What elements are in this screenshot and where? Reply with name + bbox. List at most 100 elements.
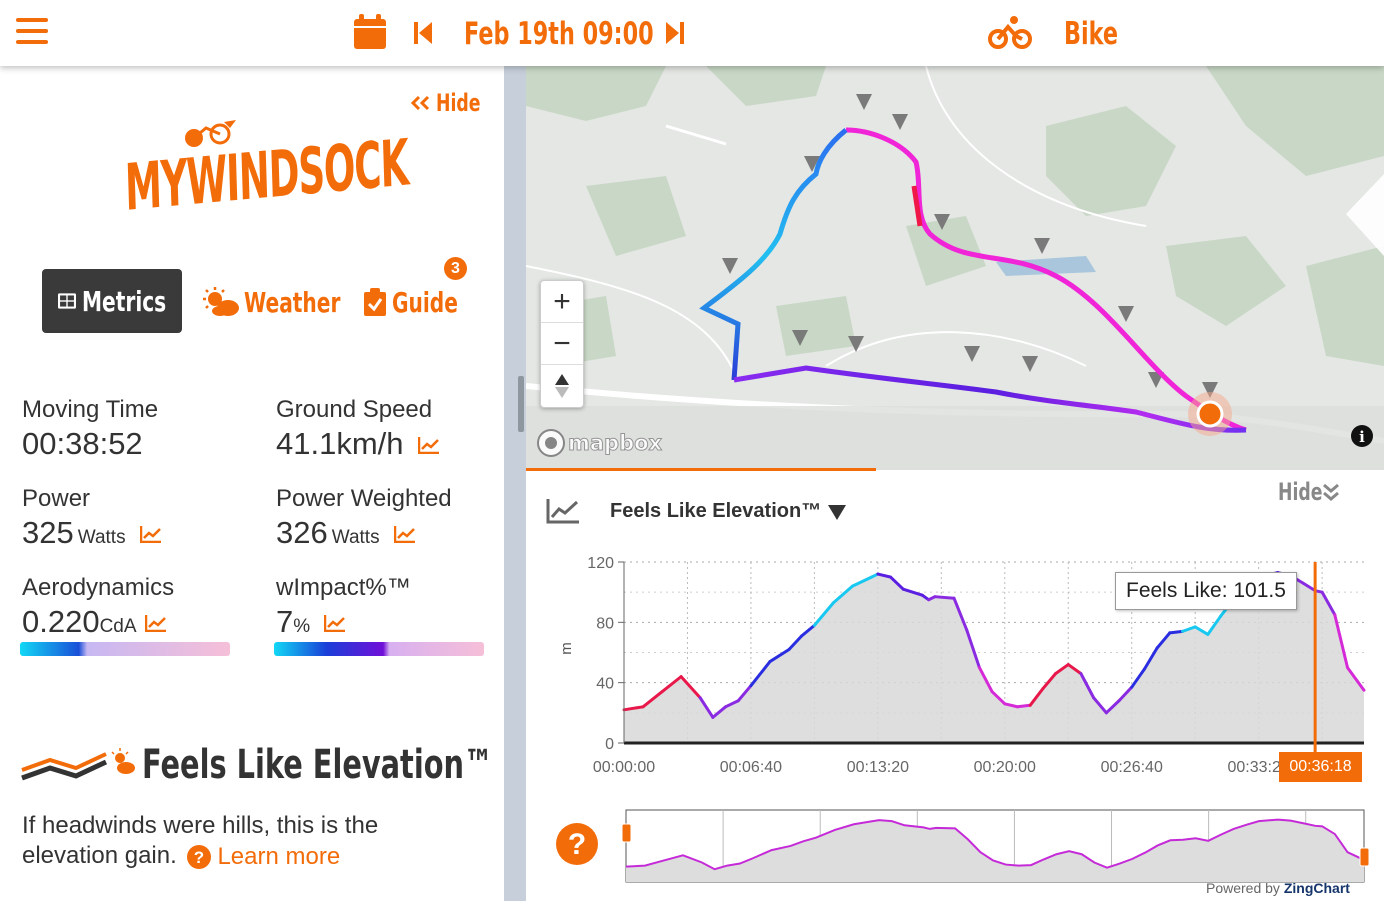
power-unit: Watts	[77, 527, 126, 548]
x-tick-label: 00:20:00	[974, 759, 1036, 776]
elevation-line-segment	[698, 696, 715, 719]
panel-divider[interactable]	[504, 66, 526, 901]
current-position-marker[interactable]	[1196, 400, 1224, 428]
route-line-red	[911, 185, 923, 227]
calendar-icon[interactable]	[354, 14, 386, 50]
double-chevron-down-icon	[1323, 483, 1339, 501]
map-expand-tab[interactable]	[1346, 174, 1384, 256]
power-weighted-unit: Watts	[331, 527, 380, 548]
map-playback-progress	[526, 468, 876, 471]
feature-description-text: If headwinds were hills, this is the ele…	[22, 812, 379, 869]
elevation-chart[interactable]: 0 40 80 120 00:00:00 00:06:40 00:13:20 00:20:00…	[526, 472, 1384, 901]
next-hour-button[interactable]	[664, 22, 684, 44]
learn-more-text: Learn more	[217, 842, 341, 870]
x-tick-label: 00:13:20	[847, 759, 909, 776]
zingchart-brand: ZingChart	[1283, 880, 1350, 896]
zoom-out-button[interactable]: −	[541, 323, 583, 365]
tab-weather[interactable]: Weather	[202, 284, 354, 320]
aerodynamics-chart-icon[interactable]	[144, 604, 167, 640]
powered-by-text: Powered by	[1206, 880, 1280, 896]
compass-button[interactable]	[541, 365, 583, 407]
chart-metric-selector-label: Feels Like Elevation™	[610, 500, 822, 522]
elevation-line-segment	[1193, 625, 1210, 636]
hamburger-menu-icon[interactable]	[16, 16, 48, 46]
ground-speed-chart-icon[interactable]	[417, 426, 440, 462]
chart-tooltip: Feels Like: 101.5	[1115, 572, 1297, 610]
top-bar: Feb 19th 09:00 Bike	[0, 0, 1384, 66]
hide-sidebar-button[interactable]: Hide	[410, 89, 496, 117]
wimpact-unit: %	[293, 616, 311, 637]
mywindsock-logo: MYWINDSOCK	[124, 118, 409, 233]
x-tick-label: 00:33:20	[1228, 759, 1290, 776]
wimpact-label: wImpact%™	[276, 574, 411, 601]
chart-metric-selector[interactable]: Feels Like Elevation™	[610, 500, 847, 523]
mini-elevation-area	[626, 819, 1364, 882]
zoom-in-button[interactable]: +	[541, 281, 583, 323]
elevation-line-segment	[1206, 614, 1223, 636]
feature-title-text: Feels Like Elevation™	[142, 742, 493, 788]
map-woodland	[526, 66, 1384, 366]
zoom-controls: + −	[540, 280, 584, 408]
elevation-line-segment	[1015, 703, 1032, 709]
mapbox-attribution[interactable]: mapbox	[536, 428, 663, 458]
elevation-line-segment	[800, 623, 816, 638]
date-time-text: Feb 19th 09:00	[464, 16, 654, 52]
elevation-line-segment	[1333, 613, 1349, 670]
wimpact-gradient-bar	[274, 642, 484, 656]
elevation-line-segment	[952, 596, 969, 632]
ground-speed-value-text: 41.1km/h	[276, 426, 404, 461]
date-time-label[interactable]: Feb 19th 09:00	[464, 14, 654, 54]
wimpact-value: 7 %	[276, 604, 346, 640]
elevation-line-segment	[787, 634, 804, 651]
previous-hour-button[interactable]	[414, 22, 434, 44]
caret-down-icon	[828, 504, 847, 520]
elevation-line-segment	[889, 575, 905, 591]
power-weighted-chart-icon[interactable]	[393, 515, 416, 551]
y-tick-label: 0	[605, 736, 614, 753]
elevation-line-segment	[1003, 702, 1019, 709]
table-icon	[58, 293, 76, 309]
moving-time-value: 00:38:52	[22, 426, 143, 462]
mini-range-handle-right[interactable]	[1359, 847, 1370, 867]
elevation-line-segment	[660, 675, 683, 694]
mapbox-logo-icon	[537, 429, 565, 457]
elevation-line-segment	[850, 575, 874, 588]
sidebar: Hide MYWINDSOCK Metrics Weather Guide 3 …	[0, 66, 504, 901]
divider-grip[interactable]	[518, 376, 524, 432]
svg-text:i: i	[1359, 428, 1365, 446]
power-weighted-label: Power Weighted	[276, 485, 452, 512]
mini-range-handle-left[interactable]	[621, 823, 632, 843]
tab-guide[interactable]: Guide	[364, 284, 472, 320]
elevation-line-segment	[990, 690, 1007, 706]
map-info-icon[interactable]	[1351, 425, 1373, 447]
elevation-area	[624, 572, 1364, 743]
power-chart-icon[interactable]	[139, 515, 162, 551]
activity-label[interactable]: Bike	[1064, 14, 1144, 54]
elevation-line-segment	[1054, 663, 1070, 676]
aerodynamics-value-text: 0.220	[22, 604, 100, 639]
ground-speed-value: 41.1km/h	[276, 426, 440, 462]
map-canvas[interactable]: i	[526, 66, 1384, 470]
elevation-line-segment	[1142, 646, 1159, 671]
map-town-area	[526, 406, 1384, 470]
wimpact-chart-icon[interactable]	[323, 604, 346, 640]
powered-by[interactable]: Powered by ZingChart	[1206, 880, 1350, 896]
mini-elevation-line	[625, 818, 1365, 871]
route-map[interactable]: i mapbox	[526, 66, 1384, 470]
x-tick-label: 00:06:40	[720, 759, 782, 776]
hide-chart-button[interactable]: Hide	[1278, 476, 1368, 508]
y-tick-label: 80	[596, 615, 614, 632]
logo-bike-icon	[185, 120, 236, 147]
chart-help-icon[interactable]: ?	[556, 823, 598, 870]
elevation-line-segment	[1041, 672, 1058, 691]
elevation-line-segment	[641, 690, 664, 709]
learn-more-link[interactable]: ? Learn more	[187, 842, 340, 872]
ground-speed-label: Ground Speed	[276, 396, 433, 423]
elevation-line-segment	[933, 595, 956, 600]
elevation-line-segment	[1104, 699, 1121, 715]
tab-metrics[interactable]: Metrics	[42, 269, 182, 333]
elevation-line-segment	[1130, 667, 1146, 689]
moving-time-label: Moving Time	[22, 396, 159, 423]
bike-icon[interactable]	[988, 14, 1032, 50]
power-value: 325 Watts	[22, 515, 162, 551]
